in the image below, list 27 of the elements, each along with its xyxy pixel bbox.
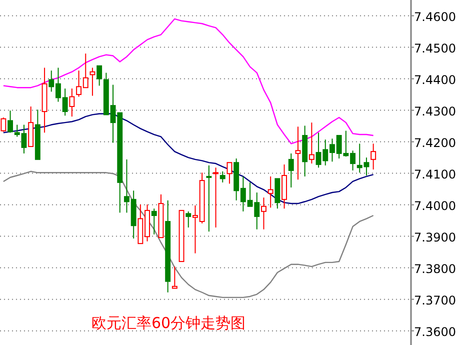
candlestick [261,197,266,230]
y-tick-label: 7.4600 [414,10,456,24]
candlestick [268,176,274,208]
line-series [2,18,374,144]
y-tick-label: 7.3800 [414,262,456,276]
candlestick [151,208,157,235]
candlestick [206,164,212,232]
candlestick [295,126,301,180]
y-tick-label: 7.4200 [414,136,456,150]
y-tick-label: 7.4100 [414,167,456,182]
candlestick [90,67,96,96]
y-tick-label: 7.4300 [414,104,456,118]
y-tick-label: 7.3600 [414,324,456,339]
y-tick-label: 7.4500 [414,41,456,56]
candlestick [370,143,376,170]
candlestick [213,167,218,228]
y-tick-label: 7.3900 [414,230,456,244]
candlestick [165,200,171,293]
candlestick [69,88,75,118]
text: 欧元汇率60分钟走势图 [91,314,246,332]
y-tick-label: 7.3700 [414,293,456,308]
candlestick [282,164,287,210]
candlestick [302,125,308,177]
candlestick [288,152,294,188]
y-tick-label: 7.4000 [414,198,456,213]
y-tick-label: 7.4400 [414,72,456,87]
candlestick [42,67,48,134]
